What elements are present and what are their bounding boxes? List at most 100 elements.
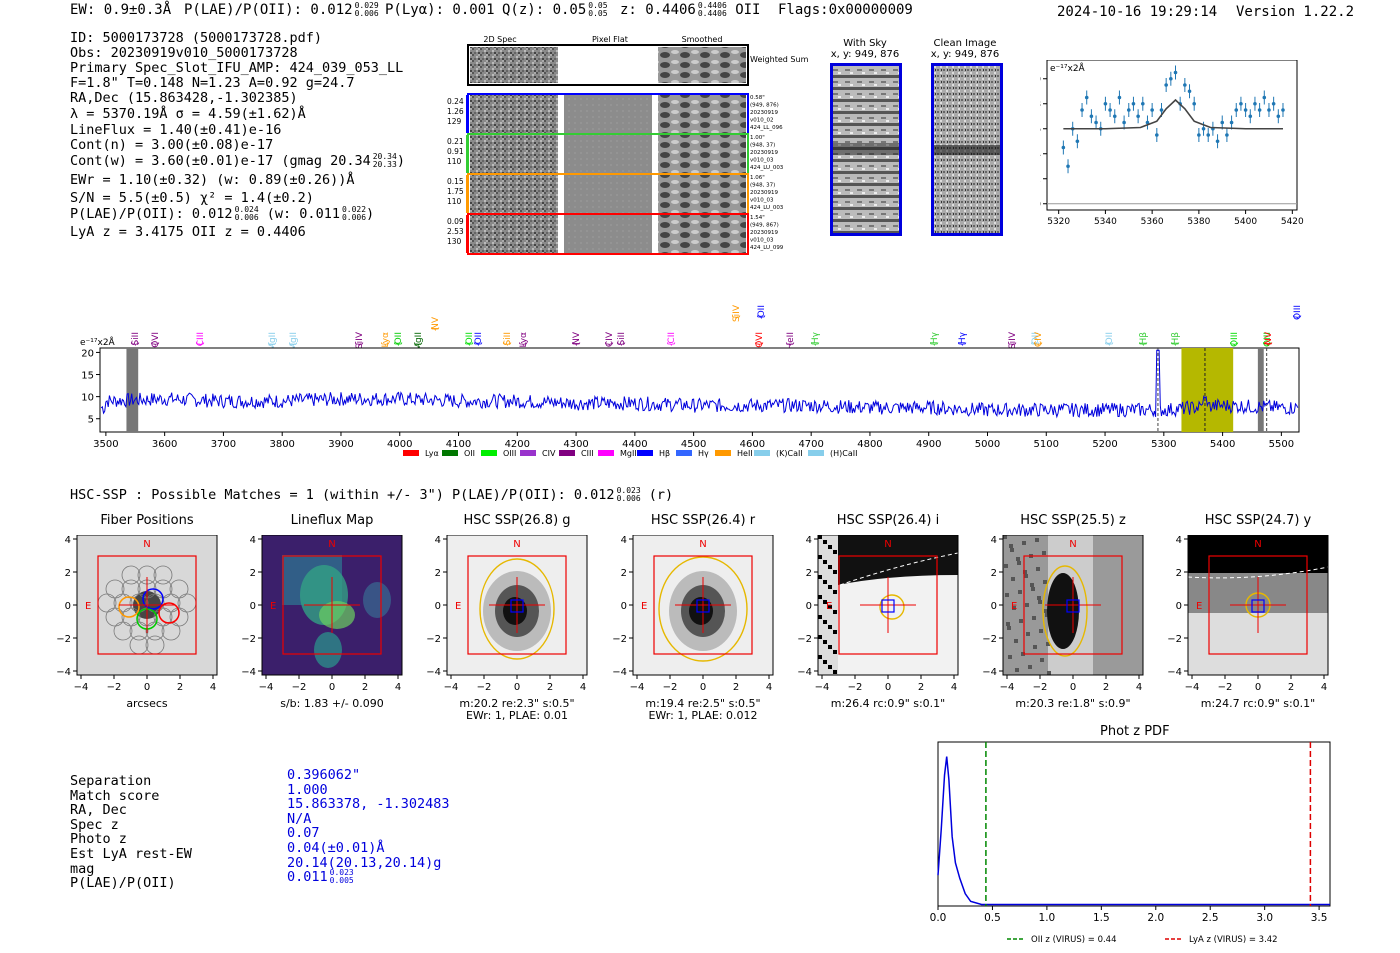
cutout-row-marker	[466, 175, 468, 213]
panel-title: HSC SSP(26.4) i	[836, 513, 940, 528]
spectrum-xtick: 5200	[1092, 439, 1117, 450]
weighted-sum-2d	[470, 47, 558, 83]
panel-ytick: 2	[65, 568, 71, 579]
cutout-row-marker	[466, 95, 468, 133]
panel-footnote-2: EWr: 1, PLAE: 0.012	[648, 709, 758, 722]
cutout-flat	[564, 95, 652, 133]
panel-xtick: −2	[292, 682, 307, 693]
panel-xtick: 4	[580, 682, 586, 693]
spectrum-ytick: 5	[88, 415, 94, 426]
info-lya: LyA z = 3.4175 OII z = 0.4406	[70, 224, 306, 240]
spectrum-xtick: 3600	[152, 439, 177, 450]
spectrum-xtick: 4400	[622, 439, 647, 450]
svg-text:OII: OII	[1105, 332, 1115, 344]
svg-text:{: {	[289, 341, 299, 347]
panel-xtick: −4	[815, 682, 830, 693]
spectrum-xtick: 5000	[975, 439, 1000, 450]
panel-ytick: 2	[621, 568, 627, 579]
east-label: E	[455, 601, 461, 612]
svg-text:{: {	[1171, 341, 1181, 347]
image-panel: N E −4−4 −2 −2 0 0 2 2 4 4	[797, 535, 959, 693]
image-panel: N E −4−4 −2 −2 0 0 2 2 4 4	[612, 535, 774, 693]
aperture-box	[653, 555, 753, 655]
zoom-point	[1248, 114, 1253, 119]
panel-footnote: m:24.7 rc:0.9" s:0.1"	[1200, 697, 1316, 710]
spectrum-line-label: CII{	[667, 332, 677, 347]
image-panel: N E −4−4 −2 −2 0 0 2 2 4 4	[426, 535, 588, 693]
fiber-circle	[161, 621, 181, 641]
cutout-right-value: 1.54"	[750, 215, 765, 221]
galaxy-ellipse	[879, 594, 905, 620]
panel-xtick: 2	[1288, 682, 1294, 693]
panel-xtick: 0	[700, 682, 706, 693]
panel-title: HSC SSP(25.5) z	[1020, 513, 1126, 528]
photz-frame	[937, 741, 1331, 907]
zoom-chart: e⁻¹⁷x2Å 5320 5340 5360 5380 5400 5420 0 2 4 6 8 10	[1040, 60, 1304, 227]
header-ew: EW: 0.9±0.3Å	[70, 2, 172, 18]
panel-xtick: 4	[951, 682, 957, 693]
svg-text:CIV: CIV	[1034, 331, 1044, 347]
photz-legend-label: OII z (VIRUS) = 0.44	[1031, 935, 1117, 945]
east-label: E	[641, 601, 647, 612]
zoom-point	[1117, 95, 1122, 100]
svg-text:{: {	[196, 341, 206, 347]
panel-ytick: 4	[435, 535, 441, 546]
spectrum-line-label: NV{	[1264, 331, 1274, 347]
panel-title: HSC SSP(26.4) r	[650, 513, 756, 528]
match-value: N/A	[287, 810, 312, 827]
galaxy-ellipse	[658, 556, 748, 662]
spectrum-legend-item: HeII	[715, 449, 753, 458]
cutout-right-value: 20230919	[750, 190, 778, 196]
zoom-point	[1084, 95, 1089, 100]
panel-xtick: −4	[74, 682, 89, 693]
spectrum-line-label: CIII{	[196, 332, 206, 347]
svg-text:Hβ: Hβ	[1171, 332, 1181, 345]
panel-ytick: −4	[982, 667, 997, 678]
zoom-point	[1201, 126, 1206, 131]
north-label: N	[328, 539, 335, 550]
panel-ytick: 0	[621, 601, 627, 612]
spectrum-line-label: Hγ{	[930, 331, 940, 347]
svg-text:{: {	[1230, 341, 1240, 347]
match-value: 0.011 0.023 0.005	[287, 868, 354, 886]
panel-xtick: 2	[1103, 682, 1109, 693]
spectrum-line-label: MgII{	[414, 332, 424, 351]
svg-text:{: {	[757, 314, 767, 320]
spectrum-legend-item: OII	[442, 449, 475, 458]
fiber-circle	[113, 621, 133, 641]
panel-ytick: −4	[56, 667, 71, 678]
cutout-right-value: v010_03	[750, 158, 774, 164]
zoom-point	[1281, 108, 1285, 112]
zoom-ytick: 2	[1040, 175, 1041, 185]
cutout-right-value: 20230919	[750, 110, 778, 116]
zoom-point	[1253, 101, 1257, 106]
cutout-right-value: v010_02	[750, 118, 774, 124]
spectrum-frame	[99, 347, 1300, 433]
cutout-right-value: v010_03	[750, 238, 774, 244]
fiber-highlight-orange	[118, 596, 140, 618]
photz-xtick: 1.0	[1039, 912, 1056, 924]
spectrum-xtick: 3900	[328, 439, 353, 450]
info-id: ID: 5000173728 (5000173728.pdf)	[70, 30, 322, 46]
zoom-point	[1271, 101, 1276, 106]
spectrum-line-label: OIII{	[1230, 332, 1240, 347]
info-contn: Cont(n) = 3.00(±0.08)e-17	[70, 137, 274, 153]
svg-text:MgII: MgII	[289, 332, 299, 351]
match-value: 0.396062"	[287, 767, 361, 783]
galaxy-ellipse	[1042, 565, 1088, 657]
svg-text:{: {	[605, 341, 615, 347]
spectrum-line-label: OVI{	[151, 332, 161, 348]
weighted-sum-smooth	[658, 47, 746, 83]
spectrum-legend-item: Hγ	[676, 449, 709, 458]
image-panel: N E −4−4 −2 −2 0 0 2 2 4 4	[982, 535, 1144, 693]
fiber-circle	[105, 607, 125, 627]
svg-text:OII: OII	[464, 449, 475, 458]
match-value: 20.14(20.13,20.14)g	[287, 854, 442, 871]
panel-xtick: −2	[848, 682, 863, 693]
match-value: 0.04(±0.01)Å	[287, 840, 385, 856]
panel-ytick: 0	[806, 601, 812, 612]
svg-text:{: {	[503, 341, 513, 347]
panel-xtick: 0	[1070, 682, 1076, 693]
